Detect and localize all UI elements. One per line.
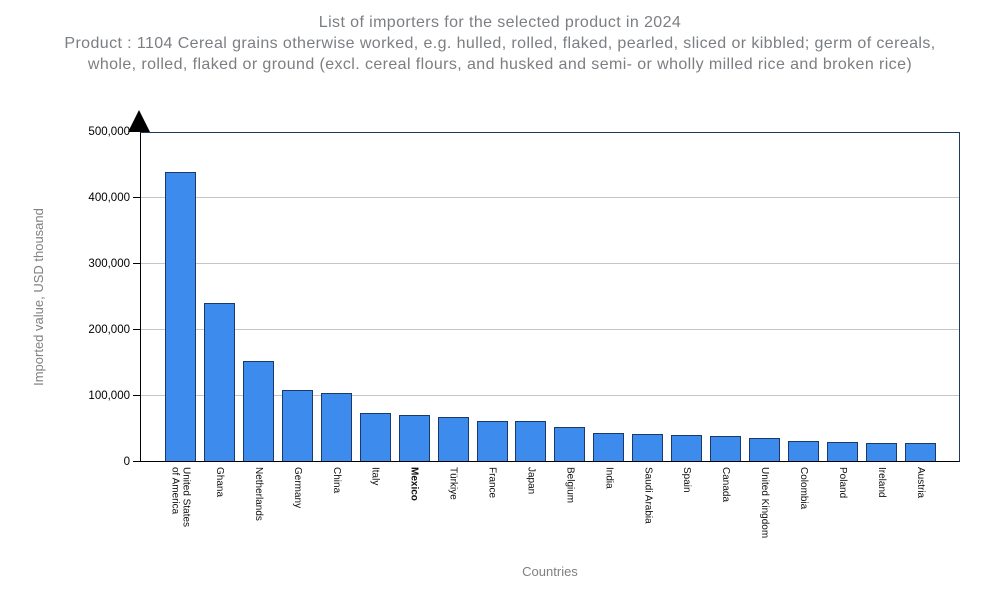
x-category-label: India [603, 467, 615, 489]
x-category-slot: Saudi Arabia [632, 467, 663, 567]
y-axis-arrow-icon [128, 110, 150, 132]
y-tick-mark [133, 197, 141, 198]
bar-saudi-arabia[interactable] [632, 434, 664, 461]
y-tick-label: 400,000 [88, 192, 130, 204]
bar-china[interactable] [320, 393, 352, 461]
plot-area [140, 132, 960, 462]
x-category-label: Ireland [875, 467, 887, 498]
grid-line [141, 329, 959, 330]
bar-canada[interactable] [710, 436, 742, 461]
bar-türkiye[interactable] [437, 417, 469, 461]
bar-poland[interactable] [826, 442, 858, 461]
y-axis-title: Imported value, USD thousand [31, 208, 46, 386]
bar-india[interactable] [593, 433, 625, 461]
y-tick-mark [133, 395, 141, 396]
x-category-slot: Japan [515, 467, 546, 567]
y-tick-label: 200,000 [88, 324, 130, 336]
x-category-label: Poland [836, 467, 848, 499]
x-category-label: China [330, 467, 342, 494]
x-category-slot: China [321, 467, 352, 567]
x-category-slot: Ireland [866, 467, 897, 567]
x-category-slot: Ghana [204, 467, 235, 567]
x-category-slot: Colombia [788, 467, 819, 567]
y-tick-mark [133, 263, 141, 264]
x-category-label: Ghana [213, 467, 225, 498]
x-category-label: Türkiye [447, 467, 459, 500]
bar-japan[interactable] [515, 421, 547, 461]
x-category-slot: United States of America [165, 467, 196, 567]
bar-germany[interactable] [281, 390, 313, 461]
x-category-label: Spain [681, 467, 693, 493]
grid-line [141, 263, 959, 264]
y-tick-mark [133, 329, 141, 330]
bar-italy[interactable] [359, 413, 391, 461]
bar-mexico[interactable] [398, 415, 430, 461]
x-category-label: France [486, 467, 498, 499]
x-category-slot: Poland [827, 467, 858, 567]
x-category-label: United States of America [169, 467, 192, 528]
y-tick-label: 300,000 [88, 258, 130, 270]
x-category-label: Germany [291, 467, 303, 509]
grid-line [141, 197, 959, 198]
grid-line [141, 395, 959, 396]
x-category-label: Japan [525, 467, 537, 495]
x-category-slot: Türkiye [438, 467, 469, 567]
y-tick-mark [133, 131, 141, 132]
bar-colombia[interactable] [788, 441, 819, 461]
bar-austria[interactable] [904, 443, 936, 461]
x-category-slot: India [593, 467, 624, 567]
x-category-slot: Germany [282, 467, 313, 567]
x-category-slot: Austria [905, 467, 936, 567]
bar-united-states-of-america[interactable] [165, 172, 196, 461]
y-tick-mark [133, 461, 141, 462]
x-category-slot: France [477, 467, 508, 567]
x-category-slot: Mexico [399, 467, 430, 567]
bar-france[interactable] [476, 421, 508, 461]
bar-belgium[interactable] [554, 427, 586, 461]
chart-header: List of importers for the selected produ… [58, 12, 942, 75]
x-category-label: Saudi Arabia [642, 467, 654, 524]
bar-netherlands[interactable] [242, 361, 274, 461]
x-category-slot: United Kingdom [749, 467, 780, 567]
bars-container [141, 133, 959, 461]
x-axis-labels: United States of America Ghana Netherlands… [141, 467, 959, 567]
bar-spain[interactable] [671, 435, 703, 461]
x-category-slot: Spain [671, 467, 702, 567]
chart-subtitle: Product : 1104 Cereal grains otherwise w… [64, 35, 936, 73]
x-category-slot: Netherlands [243, 467, 274, 567]
x-category-slot: Canada [710, 467, 741, 567]
y-tick-label: 0 [123, 456, 130, 468]
bar-united-kingdom[interactable] [749, 438, 781, 461]
x-category-label: Netherlands [252, 467, 264, 521]
x-category-label: Canada [720, 467, 732, 503]
x-category-label: Colombia [798, 467, 809, 510]
x-axis-title: Countries [522, 564, 578, 579]
x-category-label: Belgium [564, 467, 576, 504]
x-category-label: Mexico [408, 467, 420, 501]
x-category-slot: Belgium [554, 467, 585, 567]
chart-title: List of importers for the selected produ… [318, 14, 682, 31]
x-category-label: Italy [369, 467, 381, 486]
x-category-label: Austria [914, 467, 926, 499]
bar-ghana[interactable] [203, 303, 235, 461]
x-category-slot: Italy [360, 467, 391, 567]
x-category-label: United Kingdom [759, 467, 771, 539]
y-tick-label: 500,000 [88, 126, 130, 138]
bar-ireland[interactable] [865, 443, 897, 461]
y-tick-label: 100,000 [88, 390, 130, 402]
